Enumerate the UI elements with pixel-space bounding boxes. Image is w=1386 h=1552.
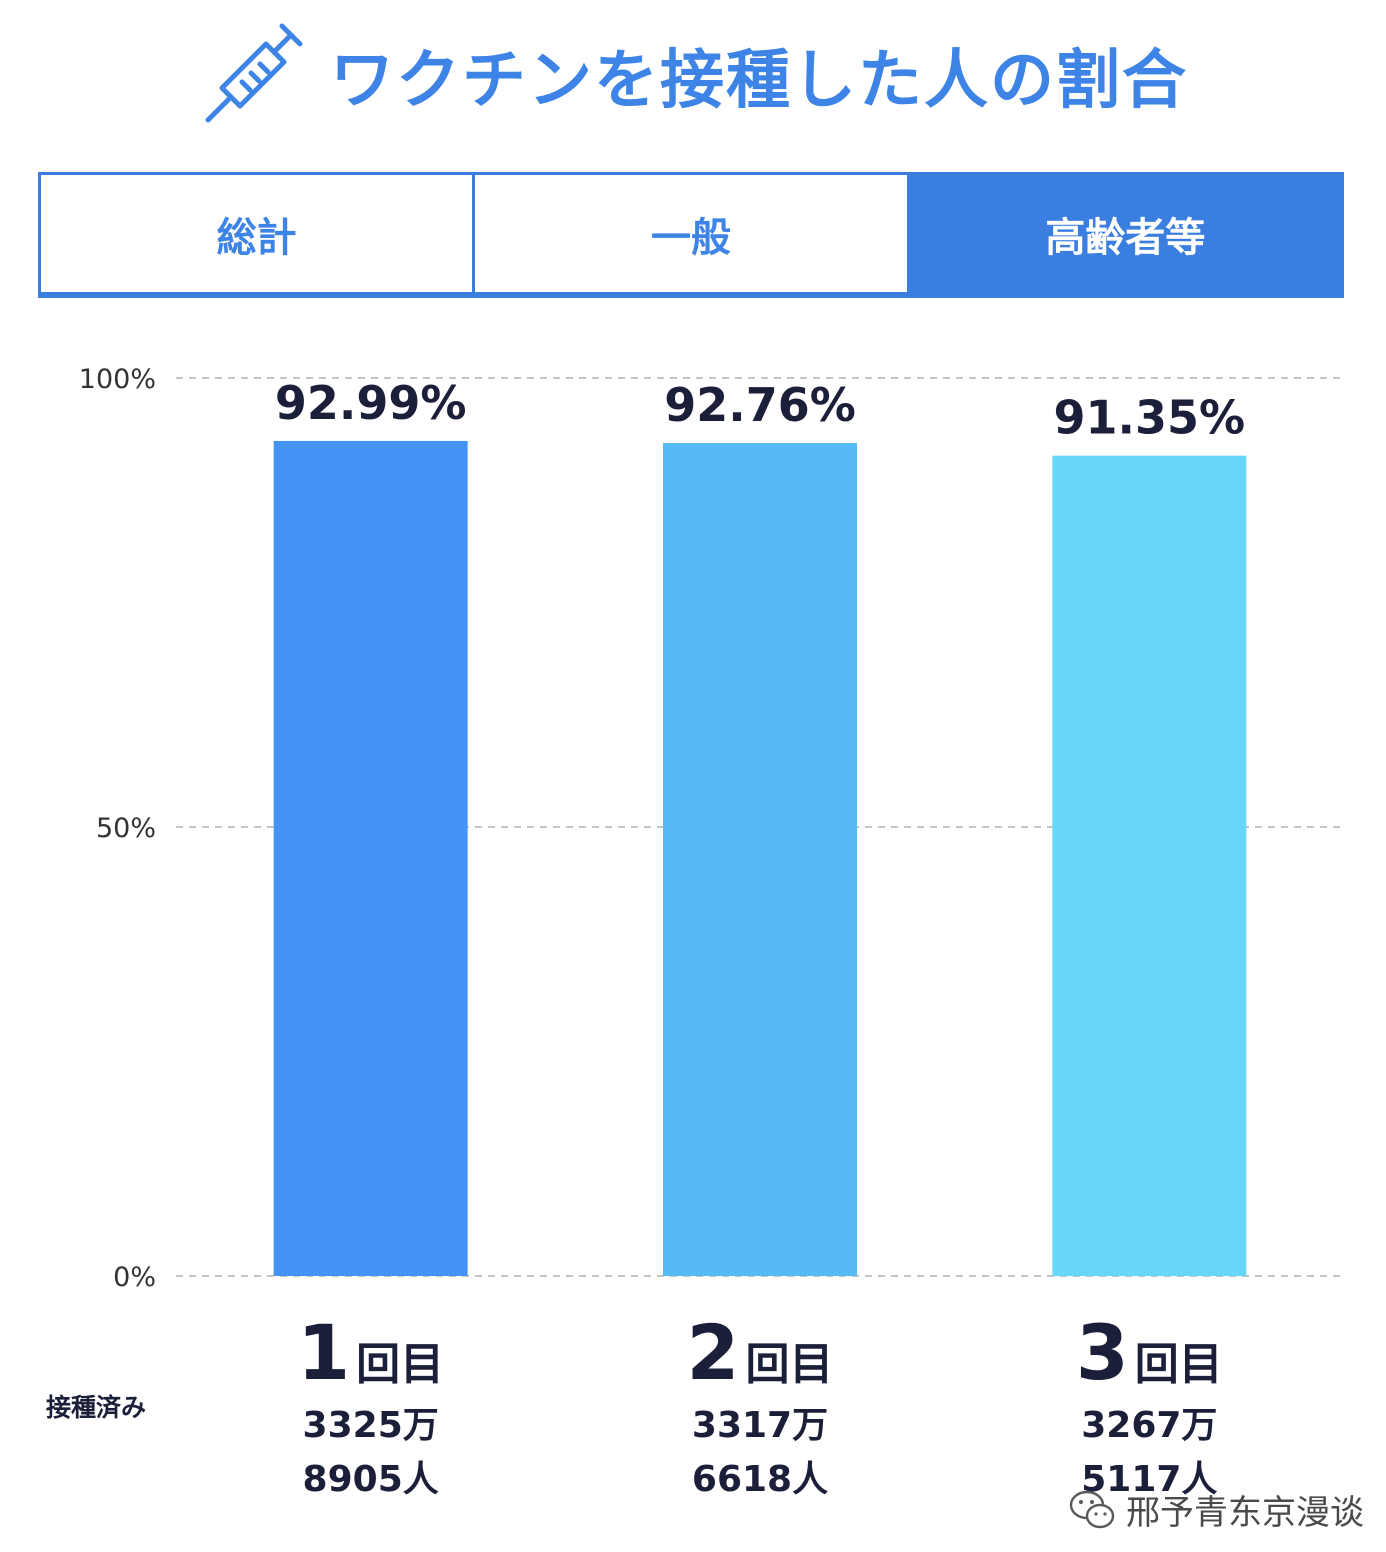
dose-number: 2	[686, 1308, 740, 1397]
dose-count-line2: 8905人	[302, 1459, 439, 1500]
dose-count-line2: 6618人	[691, 1459, 829, 1500]
bar-value-label: 92.76%	[664, 378, 856, 432]
vaccinated-row-label: 接種済み	[46, 1393, 147, 1422]
dose-number: 3	[1075, 1308, 1129, 1397]
tab-total[interactable]: 総計	[38, 172, 476, 298]
bar	[1052, 455, 1247, 1276]
dose-number: 1	[297, 1308, 351, 1397]
syringe-icon	[205, 23, 303, 123]
page-title: ワクチンを接種した人の割合	[330, 44, 1188, 118]
dose-unit: 回目	[356, 1339, 445, 1390]
dose-unit: 回目	[1134, 1339, 1223, 1390]
category-tabs: 総計 一般 高齢者等	[38, 172, 1344, 298]
y-tick-label: 0%	[113, 1262, 156, 1293]
tab-elderly[interactable]: 高齢者等	[909, 172, 1344, 298]
dose-count-line1: 3325万	[302, 1405, 439, 1446]
bar-value-label: 91.35%	[1054, 391, 1246, 445]
dose-2-label: 2 回目 3317万 6618人	[610, 1308, 910, 1505]
watermark-text: 邢予青东京漫谈	[1126, 1493, 1364, 1533]
bar	[663, 443, 857, 1276]
dose-1-label: 1 回目 3325万 8905人	[221, 1308, 521, 1505]
title-bar: ワクチンを接種した人の割合	[0, 20, 1386, 130]
dose-count-line2: 5117人	[1081, 1459, 1218, 1500]
bar-chart: 0% 50% 100% 92.99% 92.76% 91.35%	[79, 364, 1344, 1293]
y-tick-label: 50%	[96, 813, 156, 844]
tab-general[interactable]: 一般	[475, 172, 910, 298]
bar	[273, 440, 468, 1276]
bar-value-label: 92.99%	[275, 376, 467, 430]
y-tick-label: 100%	[79, 364, 156, 395]
wechat-icon	[1069, 1490, 1115, 1528]
watermark: 邢予青东京漫谈	[1068, 1485, 1364, 1534]
dose-unit: 回目	[745, 1339, 834, 1390]
dose-3-label: 3 回目 3267万 5117人	[999, 1308, 1299, 1505]
dose-count-line1: 3317万	[691, 1405, 829, 1446]
dose-count-line1: 3267万	[1081, 1405, 1218, 1446]
